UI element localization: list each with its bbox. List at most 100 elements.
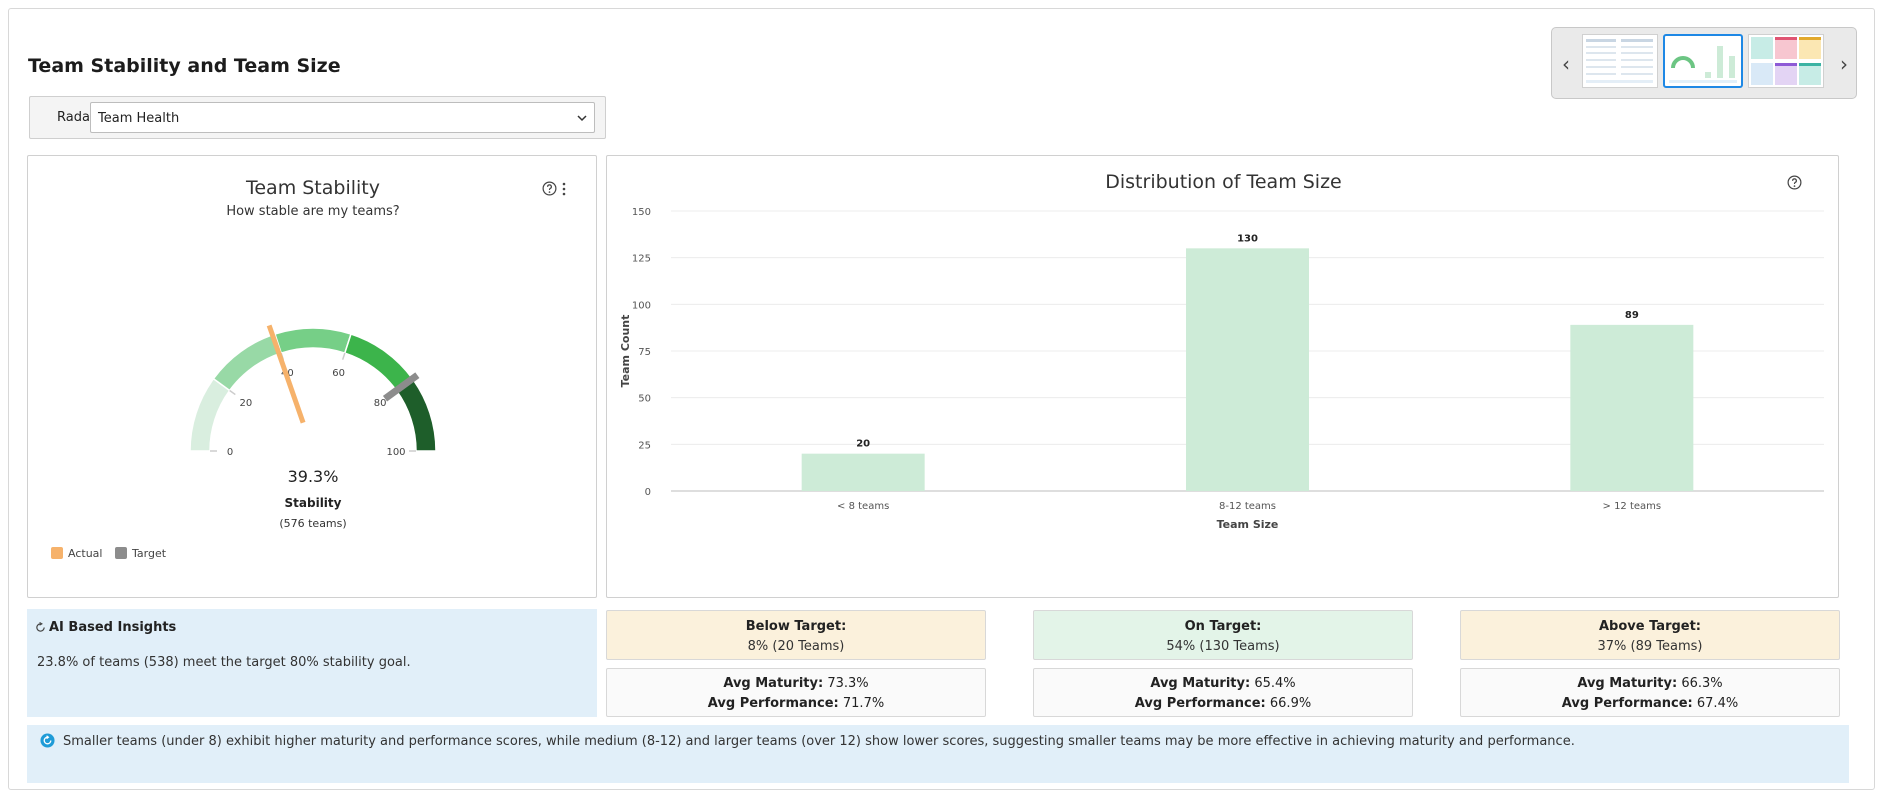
team-size-panel: Distribution of Team Size 0 25 50 75 100 125 1… — [606, 155, 1839, 598]
chevron-down-icon — [577, 115, 587, 122]
page-title: Team Stability and Team Size — [28, 55, 341, 77]
radar-select[interactable]: Team Health — [90, 102, 595, 133]
info-icon — [40, 733, 55, 748]
legend-target: Target — [132, 547, 167, 560]
gauge-value: 39.3% — [288, 467, 339, 486]
avg-performance: Avg Performance: 66.9% — [1034, 696, 1412, 711]
insight-title: AI Based Insights — [49, 620, 177, 635]
carousel-thumb-3[interactable] — [1748, 34, 1824, 88]
thumb-preview — [1669, 46, 1737, 83]
chart-bar[interactable] — [801, 453, 925, 491]
gauge-tick-label: 100 — [386, 447, 405, 458]
gauge-tick — [341, 352, 346, 360]
chart-y-axis-label: Team Count — [619, 315, 632, 388]
legend-actual: Actual — [68, 547, 103, 560]
avg-performance-value: 66.9% — [1269, 696, 1312, 711]
summary-insight: Smaller teams (under 8) exhibit higher m… — [27, 725, 1849, 783]
stat-card: Avg Maturity: 73.3% Avg Performance: 71.7… — [606, 668, 986, 717]
team-size-chart: 0 25 50 75 100 125 150 20 < 8 teams 130 8-12 team… — [619, 207, 1824, 531]
gauge-tick-label: 60 — [332, 368, 345, 379]
status-card: On Target: 54% (130 Teams) — [1033, 610, 1413, 660]
gauge-count-label: (576 teams) — [279, 517, 346, 530]
gauge-subtitle: How stable are my teams? — [226, 204, 400, 219]
carousel-thumb-2[interactable] — [1663, 34, 1743, 88]
stability-gauge: 020406080100 39.3% Stability (576 teams) — [189, 324, 437, 530]
avg-maturity-label: Avg Maturity: — [1150, 676, 1251, 691]
thumb-preview — [1586, 39, 1653, 83]
avg-maturity-value: 73.3% — [827, 676, 869, 691]
avg-maturity-label: Avg Maturity: — [723, 676, 824, 691]
gauge-actual-needle — [266, 324, 306, 424]
team-stability-panel: Team Stability How stable are my teams? … — [27, 155, 597, 598]
gauge-tick-label: 80 — [374, 398, 387, 409]
summary-text: Smaller teams (under 8) exhibit higher m… — [63, 734, 1575, 749]
thumb-preview — [1751, 37, 1821, 85]
gauge-target-needle — [382, 372, 420, 402]
gauge-band — [395, 377, 437, 452]
avg-maturity-value: 66.3% — [1681, 676, 1723, 691]
legend-target-swatch — [115, 547, 127, 559]
status-title: Above Target: — [1598, 619, 1702, 634]
chart-data-label: 89 — [1625, 310, 1639, 321]
status-value: 37% (89 Teams) — [1597, 639, 1703, 654]
gauge-band — [274, 327, 352, 354]
chart-bar[interactable] — [1186, 248, 1309, 491]
insight-text: 23.8% of teams (538) meet the target 80%… — [37, 655, 411, 670]
more-options-icon[interactable] — [561, 182, 567, 196]
stat-card: Avg Maturity: 65.4% Avg Performance: 66.9… — [1033, 668, 1413, 717]
avg-performance-value: 71.7% — [842, 696, 885, 711]
radar-filter: Radar: Team Health — [29, 96, 606, 139]
avg-performance: Avg Performance: 71.7% — [607, 696, 985, 711]
chart-y-tick-label: 50 — [638, 394, 651, 405]
ai-insights: AI Based Insights 23.8% of teams (538) m… — [27, 609, 597, 717]
chart-y-tick-label: 125 — [632, 254, 651, 265]
status-title: On Target: — [1184, 619, 1262, 634]
avg-performance-label: Avg Performance: — [1134, 696, 1266, 711]
avg-performance-label: Avg Performance: — [707, 696, 839, 711]
avg-performance-value: 67.4% — [1696, 696, 1739, 711]
chevron-right-icon[interactable]: › — [1840, 52, 1848, 76]
gauge-tick-label: 20 — [239, 398, 252, 409]
avg-maturity: Avg Maturity: 66.3% — [1461, 676, 1839, 691]
chart-data-label: 130 — [1237, 233, 1258, 244]
status-card: Above Target: 37% (89 Teams) — [1460, 610, 1840, 660]
help-icon[interactable] — [1787, 175, 1802, 190]
chart-y-tick-label: 75 — [638, 347, 651, 358]
status-value: 8% (20 Teams) — [747, 639, 845, 654]
stat-card: Avg Maturity: 66.3% Avg Performance: 67.4… — [1460, 668, 1840, 717]
gauge-tick — [229, 389, 236, 396]
status-title: Below Target: — [745, 619, 847, 634]
avg-performance-label: Avg Performance: — [1561, 696, 1693, 711]
status-card: Below Target: 8% (20 Teams) — [606, 610, 986, 660]
status-value: 54% (130 Teams) — [1166, 639, 1280, 654]
legend-actual-swatch — [51, 547, 63, 559]
dashboard-carousel: ‹ › — [1551, 27, 1857, 99]
chart-bar[interactable] — [1570, 324, 1694, 491]
avg-maturity-value: 65.4% — [1254, 676, 1296, 691]
gauge-band — [189, 377, 231, 452]
chevron-left-icon[interactable]: ‹ — [1562, 52, 1570, 76]
gauge-metric-label: Stability — [285, 496, 342, 510]
radar-label: Radar: — [57, 110, 100, 125]
avg-maturity: Avg Maturity: 73.3% — [607, 676, 985, 691]
avg-performance: Avg Performance: 67.4% — [1461, 696, 1839, 711]
chart-y-tick-label: 0 — [645, 487, 651, 498]
gauge-title: Team Stability — [245, 177, 380, 199]
chart-x-axis-label: Team Size — [1217, 518, 1279, 531]
gauge-tick-label: 0 — [227, 447, 233, 458]
chart-x-tick-label: > 12 teams — [1603, 501, 1662, 512]
chart-x-tick-label: 8-12 teams — [1219, 501, 1276, 512]
radar-select-value: Team Health — [98, 111, 180, 126]
chart-title: Distribution of Team Size — [1105, 171, 1342, 193]
chart-x-tick-label: < 8 teams — [837, 501, 889, 512]
carousel-thumb-1[interactable] — [1582, 34, 1658, 88]
help-icon[interactable] — [542, 181, 557, 196]
chart-data-label: 20 — [856, 439, 870, 450]
chart-y-tick-label: 100 — [632, 300, 651, 311]
gauge-band — [212, 333, 283, 392]
avg-maturity: Avg Maturity: 65.4% — [1034, 676, 1412, 691]
refresh-icon[interactable] — [35, 622, 46, 633]
avg-maturity-label: Avg Maturity: — [1577, 676, 1678, 691]
chart-y-tick-label: 25 — [638, 440, 651, 451]
chart-y-tick-label: 150 — [632, 207, 651, 218]
